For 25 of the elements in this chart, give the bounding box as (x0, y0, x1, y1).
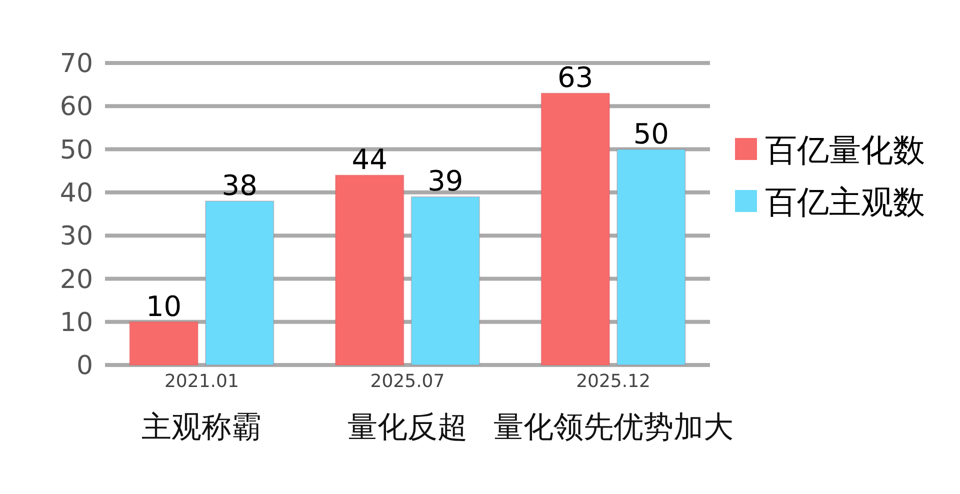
legend-label: 百亿量化数 (765, 131, 925, 170)
y-tick-label: 30 (60, 222, 93, 252)
data-label: 44 (352, 143, 388, 176)
y-tick-label: 50 (60, 135, 93, 166)
y-tick-label: 10 (60, 308, 93, 338)
data-label: 38 (222, 169, 258, 202)
data-label: 63 (558, 61, 594, 94)
data-label: 50 (633, 117, 670, 150)
y-tick-label: 60 (60, 92, 93, 122)
y-tick-label: 0 (76, 351, 93, 382)
bar (334, 174, 404, 366)
x-tick-label: 2021.01 主观称霸 (142, 371, 262, 445)
data-label: 10 (146, 290, 182, 323)
x-tick-label: 2025.07 量化反超 (348, 371, 468, 445)
x-tick-label: 2025.12 量化领先优势加大 (493, 371, 734, 445)
data-label: 39 (428, 164, 464, 198)
bar (205, 200, 274, 366)
y-tick-label: 40 (60, 178, 93, 209)
y-tick-label: 20 (60, 264, 93, 295)
bar (410, 196, 480, 366)
bar (129, 321, 198, 366)
y-tick-label: 70 (60, 49, 93, 80)
bar (616, 148, 686, 366)
bar (540, 92, 610, 366)
legend-label: 百亿主观数 (765, 183, 925, 222)
